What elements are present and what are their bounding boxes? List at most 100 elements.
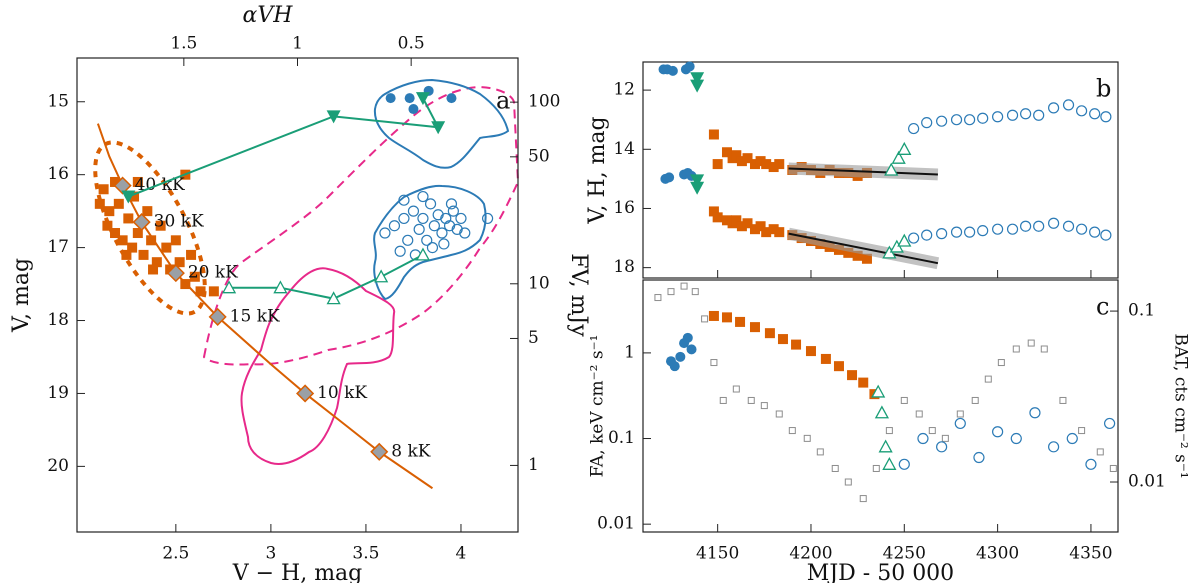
marker: [964, 226, 976, 238]
marker: [1020, 108, 1032, 120]
marker: [820, 353, 831, 364]
series-line: [127, 97, 440, 198]
marker: [735, 316, 746, 327]
marker: [669, 361, 680, 372]
x2-tick-label: 0.5: [398, 34, 425, 54]
y-tick-label: 14: [613, 139, 635, 159]
y2-axis-label: FV, mJy: [566, 253, 591, 337]
marker: [950, 114, 963, 126]
marker: [394, 245, 406, 257]
marker: [132, 176, 143, 187]
marker: [415, 92, 430, 106]
marker: [690, 174, 705, 188]
marker: [936, 228, 948, 240]
marker: [954, 417, 966, 430]
marker: [102, 220, 113, 231]
point-label: 30 kK: [154, 212, 204, 232]
marker: [708, 129, 719, 140]
marker: [117, 235, 128, 246]
marker: [992, 223, 1004, 235]
x-tick-label: 3.5: [352, 544, 379, 564]
marker: [1089, 108, 1101, 120]
marker: [764, 328, 775, 339]
marker: [402, 234, 414, 246]
marker: [749, 322, 760, 333]
marker: [977, 225, 989, 237]
marker: [956, 410, 964, 418]
marker: [1100, 111, 1112, 123]
marker: [1076, 223, 1088, 235]
marker: [721, 312, 732, 323]
marker: [732, 385, 740, 393]
marker: [110, 176, 121, 187]
y-tick-label: 15: [47, 91, 69, 111]
marker: [731, 215, 742, 226]
marker: [992, 111, 1004, 123]
marker: [690, 72, 705, 86]
contours: [93, 78, 520, 465]
marker: [132, 213, 151, 232]
marker: [833, 361, 844, 372]
marker: [1100, 229, 1112, 241]
marker: [1104, 417, 1116, 430]
y-tick-label: 18: [47, 310, 69, 330]
marker: [852, 250, 863, 261]
contour-magenta-dashed: [202, 85, 520, 366]
marker: [664, 172, 675, 183]
marker: [843, 247, 854, 258]
y-axis-label: V, mag: [9, 258, 34, 333]
x-tick-label: 4200: [789, 544, 832, 564]
x2-tick-label: 1: [292, 34, 303, 54]
marker: [421, 234, 433, 246]
panel: 4150 4200 4250 4300 4350 0.01 0.1 1 0.01 0.1 c MJD …: [588, 279, 1191, 586]
marker: [760, 402, 768, 410]
marker: [844, 478, 852, 486]
marker: [446, 93, 457, 104]
marker: [768, 162, 779, 173]
marker: [132, 228, 143, 239]
point-label: 20 kK: [188, 263, 238, 283]
marker: [749, 224, 760, 235]
marker: [148, 264, 159, 275]
marker: [1040, 345, 1048, 353]
contour-magenta: [240, 267, 396, 465]
marker: [1020, 220, 1032, 232]
marker: [142, 206, 153, 217]
y-tick-label: 16: [47, 164, 69, 184]
marker: [964, 114, 976, 126]
marker: [1062, 99, 1075, 111]
marker: [803, 434, 811, 442]
marker: [878, 439, 893, 453]
marker: [398, 194, 410, 206]
y-tick-label: 20: [47, 456, 69, 476]
x-tick-label: 4350: [1069, 544, 1112, 564]
marker: [459, 227, 471, 239]
marker: [775, 410, 783, 418]
marker: [428, 220, 440, 232]
marker: [1006, 223, 1019, 235]
marker: [1062, 220, 1075, 232]
marker: [690, 181, 705, 195]
marker: [917, 432, 929, 445]
marker: [1048, 102, 1060, 114]
y2-axis-label: BAT, cts cm⁻² s⁻¹: [1171, 333, 1191, 478]
marker: [1027, 339, 1035, 347]
marker: [1059, 396, 1067, 404]
x2-axis-label: αVH: [243, 3, 294, 28]
marker: [388, 220, 401, 232]
marker: [104, 206, 115, 217]
marker: [1048, 217, 1060, 229]
marker: [731, 150, 742, 161]
marker: [208, 286, 219, 297]
y2-tick-label: 10: [528, 273, 550, 293]
marker: [736, 156, 747, 167]
marker: [921, 117, 933, 129]
y2-tick-label: 0.1: [1128, 301, 1155, 321]
x-tick-label: 4250: [883, 544, 926, 564]
marker: [438, 238, 450, 250]
marker: [161, 242, 172, 253]
plot-frame: [642, 61, 1119, 279]
marker: [755, 156, 766, 167]
marker: [436, 227, 448, 239]
marker: [189, 271, 200, 282]
